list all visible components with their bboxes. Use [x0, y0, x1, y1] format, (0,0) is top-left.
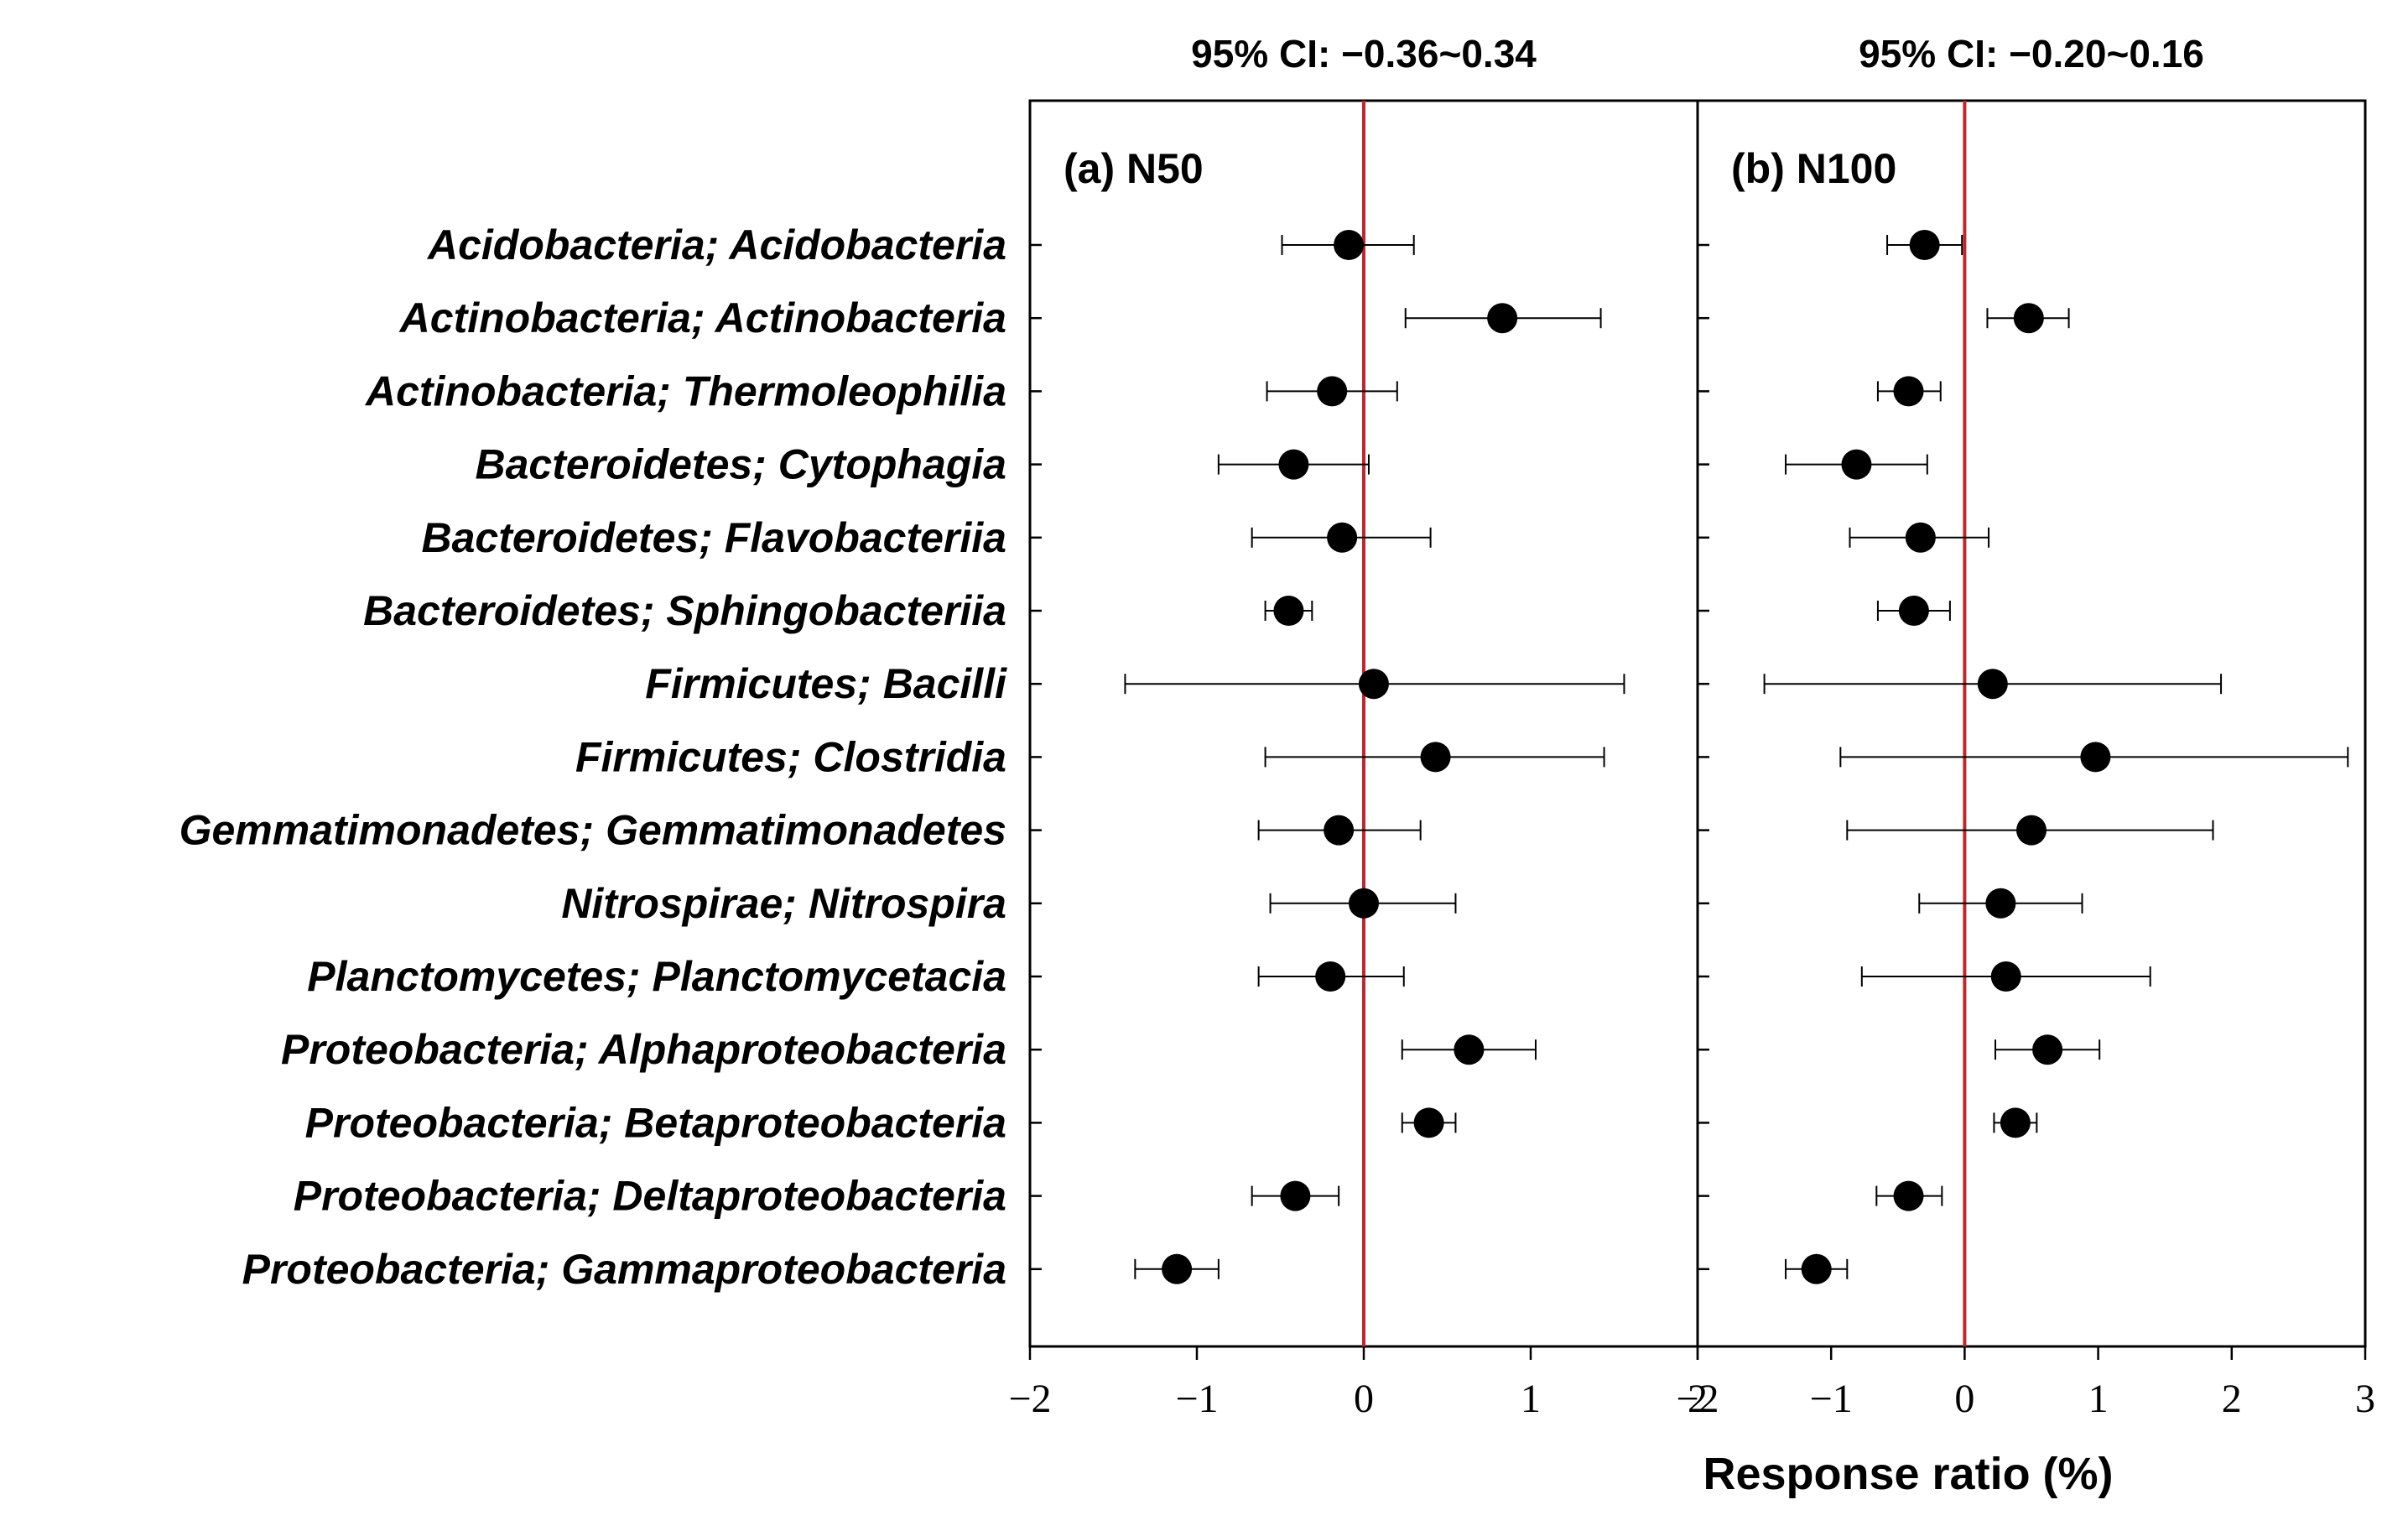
category-label: Actinobacteria; Actinobacteria — [398, 294, 1006, 341]
mean-point — [2000, 1107, 2031, 1138]
mean-point — [1413, 1107, 1444, 1138]
mean-point — [1977, 669, 2008, 700]
plot-frame — [1028, 99, 2367, 1348]
panel-label: (b) N100 — [1731, 145, 1896, 192]
category-label: Proteobacteria; Alphaproteobacteria — [281, 1026, 1006, 1073]
panels: 95% CI: −0.36~0.34(a) N50−2 −1 0 1 295% CI: … — [1008, 32, 2375, 1421]
category-labels: Acidobacteria; Acidobacteria Actinobacter… — [179, 221, 1008, 1293]
mean-point — [1278, 449, 1309, 480]
category-label: Acidobacteria; Acidobacteria — [426, 221, 1006, 268]
x-tick-label: 1 — [2088, 1377, 2109, 1421]
mean-point — [2016, 815, 2047, 846]
mean-point — [1487, 303, 1518, 334]
x-tick-label: −1 — [1810, 1377, 1853, 1421]
category-label: Proteobacteria; Deltaproteobacteria — [294, 1173, 1006, 1220]
x-tick-label: −2 — [1008, 1377, 1051, 1421]
mean-point — [1327, 522, 1358, 553]
mean-point — [1801, 1253, 1832, 1284]
mean-point — [1420, 742, 1451, 773]
mean-point — [1334, 230, 1365, 260]
mean-point — [2080, 742, 2111, 773]
mean-point — [1985, 888, 2016, 919]
mean-point — [1454, 1034, 1485, 1065]
x-tick-label: 2 — [2222, 1377, 2242, 1421]
x-tick-label: −2 — [1676, 1377, 1719, 1421]
mean-point — [1990, 961, 2021, 992]
category-label: Bacteroidetes; Sphingobacteriia — [363, 587, 1006, 634]
panel-b: 95% CI: −0.20~0.16 (b) N100 −2 −1 0 1 2 3 — [1676, 32, 2375, 1421]
mean-point — [1358, 669, 1389, 700]
category-label: Planctomycetes; Planctomycetacia — [307, 953, 1006, 1000]
category-label: Firmicutes; Bacilli — [645, 660, 1007, 707]
mean-point — [1893, 376, 1924, 407]
ci-title: 95% CI: −0.20~0.16 — [1859, 32, 2204, 76]
mean-point — [1841, 449, 1872, 480]
x-tick-label: 2 — [1688, 1377, 1708, 1421]
panel-label: (a) N50 — [1064, 145, 1204, 192]
x-tick-label: 3 — [2355, 1377, 2375, 1421]
category-label: Bacteroidetes; Cytophagia — [476, 441, 1006, 488]
mean-point — [1315, 961, 1346, 992]
mean-point — [1349, 888, 1379, 919]
category-label: Actinobacteria; Thermoleophilia — [364, 367, 1006, 414]
category-label: Proteobacteria; Betaproteobacteria — [305, 1099, 1006, 1146]
category-label: Proteobacteria; Gammaproteobacteria — [242, 1246, 1006, 1293]
mean-point — [1905, 522, 1936, 553]
mean-point — [2032, 1034, 2063, 1065]
mean-point — [1273, 596, 1304, 626]
mean-point — [1317, 376, 1348, 407]
mean-point — [2013, 303, 2044, 334]
x-tick-label: 0 — [1354, 1377, 1374, 1421]
mean-point — [1324, 815, 1355, 846]
category-label: Bacteroidetes; Flavobacteriia — [422, 514, 1007, 561]
x-tick-label: −1 — [1175, 1377, 1218, 1421]
x-axis-label: Response ratio (%) — [1703, 1449, 2113, 1499]
panel-a: 95% CI: −0.36~0.34 (a) N50 −2 −1 0 1 2 — [1008, 32, 1708, 1421]
mean-point — [1280, 1180, 1311, 1211]
ci-title: 95% CI: −0.36~0.34 — [1191, 32, 1537, 76]
mean-point — [1898, 596, 1929, 626]
mean-point — [1162, 1253, 1193, 1284]
mean-point — [1893, 1180, 1924, 1211]
x-tick-label: 0 — [1954, 1377, 1974, 1421]
category-label: Gemmatimonadetes; Gemmatimonadetes — [179, 807, 1006, 854]
category-label: Nitrospirae; Nitrospira — [561, 880, 1006, 927]
category-label: Firmicutes; Clostridia — [575, 733, 1006, 780]
mean-point — [1909, 230, 1940, 260]
x-tick-label: 1 — [1521, 1377, 1541, 1421]
